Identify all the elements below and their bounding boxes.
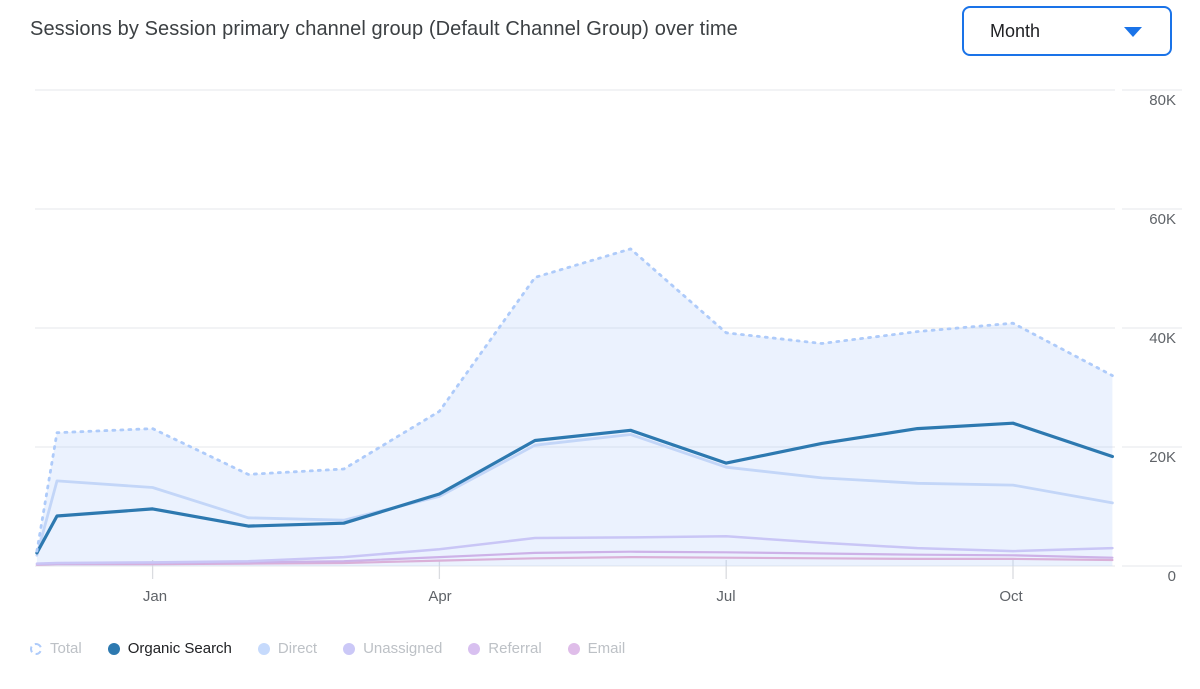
legend-item-email[interactable]: Email [567, 640, 626, 657]
legend-item-referral[interactable]: Referral [468, 640, 542, 657]
y-axis-label: 40K [1149, 330, 1176, 347]
legend-item-organic-search[interactable]: Organic Search [107, 640, 232, 657]
x-axis-label: Jan [142, 588, 168, 605]
legend-item-total[interactable]: Total [30, 640, 82, 657]
legend-item-unassigned[interactable]: Unassigned [343, 640, 442, 657]
chart-title: Sessions by Session primary channel grou… [30, 18, 738, 40]
x-axis-label: Jul [716, 588, 736, 605]
x-axis-label: Oct [999, 588, 1023, 605]
y-axis-label: 0 [1167, 568, 1176, 585]
series-dot-icon [343, 642, 356, 655]
x-axis-label: Apr [428, 588, 452, 605]
y-axis-label: 60K [1149, 211, 1176, 228]
series-dot-icon [567, 642, 580, 655]
legend-item-direct[interactable]: Direct [257, 640, 318, 657]
granularity-dropdown[interactable]: Month [962, 6, 1172, 56]
legend-label: Direct [277, 640, 318, 657]
series-dot-icon [257, 642, 270, 655]
dashed-circle-icon [30, 642, 42, 655]
granularity-dropdown-value: Month [990, 20, 1041, 41]
chart-legend: Total Organic Search Direct Unassigned R… [30, 640, 625, 657]
y-axis-label: 80K [1149, 92, 1176, 109]
legend-label: Referral [488, 640, 542, 657]
legend-label: Email [587, 640, 626, 657]
series-dot-icon [468, 642, 481, 655]
y-axis-label: 20K [1149, 449, 1176, 466]
legend-label: Unassigned [363, 640, 443, 657]
legend-label: Total [50, 640, 82, 657]
series-dot-icon [107, 642, 120, 655]
chevron-down-icon [1124, 27, 1142, 37]
legend-label: Organic Search [127, 640, 232, 657]
